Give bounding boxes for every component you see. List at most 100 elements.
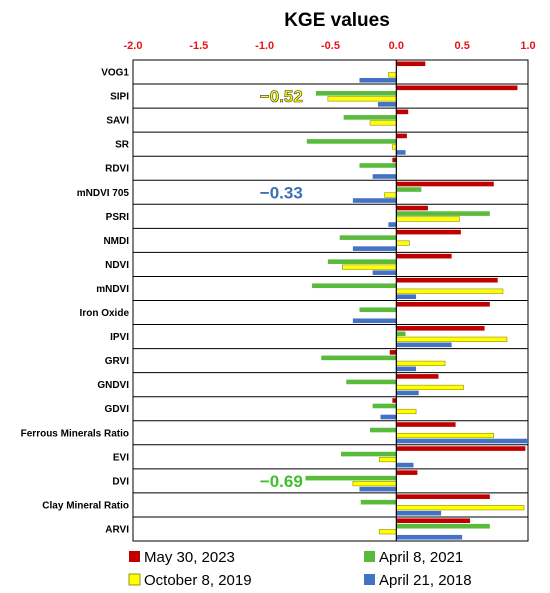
bar (392, 398, 397, 403)
bar (396, 187, 422, 192)
bar (396, 374, 439, 379)
value-annotation: −0.69 (260, 472, 303, 491)
bar (396, 61, 426, 67)
category-label: SIPI (110, 92, 129, 103)
x-tick-label: -1.5 (189, 40, 208, 52)
category-label: IPVI (110, 332, 129, 343)
bar (396, 133, 407, 139)
category-label: SR (115, 140, 130, 151)
bar (372, 174, 397, 179)
bar (396, 85, 518, 91)
bar (396, 534, 463, 540)
bar (396, 240, 410, 246)
bar (396, 294, 417, 300)
bar (396, 366, 417, 372)
bar (359, 486, 397, 492)
bar (396, 342, 452, 348)
bar (341, 451, 397, 457)
bar (396, 181, 494, 187)
bar (359, 163, 397, 168)
x-tick-label: 1.0 (520, 40, 535, 52)
bar (352, 198, 397, 203)
category-label: SAVI (106, 116, 129, 127)
x-tick-label: 0.5 (455, 40, 470, 52)
x-tick-label: -1.0 (255, 40, 274, 52)
bar (396, 277, 498, 283)
bar (396, 505, 525, 511)
bar (346, 379, 397, 385)
bar (396, 205, 428, 211)
bar (352, 318, 397, 324)
bar (396, 288, 504, 294)
bar (396, 432, 495, 439)
value-annotation: −0.52 (260, 87, 303, 106)
category-label: GDVI (105, 404, 130, 415)
x-tick-label: -2.0 (124, 40, 143, 52)
bar (327, 259, 397, 264)
category-label: Iron Oxide (80, 308, 130, 319)
category-label: DVI (112, 476, 129, 487)
bar (380, 414, 397, 420)
bar (396, 150, 406, 155)
category-label: mNDVI (96, 284, 129, 295)
category-label: Clay Mineral Ratio (42, 500, 129, 511)
category-label: EVI (113, 452, 129, 463)
bar (396, 331, 406, 337)
bar (321, 355, 397, 361)
bar (396, 211, 490, 216)
bar (360, 499, 397, 505)
bar (359, 307, 397, 313)
bar (388, 222, 397, 227)
bar (316, 91, 397, 96)
bar (396, 336, 508, 342)
bar (396, 408, 417, 415)
bar (396, 360, 446, 366)
bar (370, 427, 397, 433)
bar (396, 301, 490, 307)
category-label: PSRI (106, 212, 130, 223)
bar (396, 390, 419, 396)
bar (359, 77, 397, 83)
category-label: RDVI (105, 164, 129, 175)
bar (396, 109, 409, 115)
bar (396, 470, 418, 475)
bar (369, 120, 397, 126)
category-label: VOG1 (101, 68, 129, 79)
bar (372, 403, 397, 409)
legend-swatch (364, 574, 375, 585)
category-label: Ferrous Minerals Ratio (21, 428, 129, 439)
bar (396, 422, 456, 427)
bar (396, 523, 490, 529)
bar (343, 115, 397, 120)
bar (396, 510, 442, 516)
category-label: mNDVI 705 (77, 188, 130, 199)
bar (312, 283, 397, 289)
bar (396, 253, 452, 259)
value-annotation: −0.33 (260, 183, 303, 202)
bar (327, 96, 397, 102)
category-label: NDVI (105, 260, 129, 271)
legend-label: April 8, 2021 (379, 549, 463, 566)
bar (396, 229, 461, 235)
legend-label: April 21, 2018 (379, 572, 472, 589)
category-label: ARVI (105, 524, 129, 535)
bar (396, 438, 528, 444)
bar (392, 157, 397, 163)
bar (384, 192, 397, 198)
bar (372, 270, 397, 275)
bar (352, 246, 397, 251)
bar (388, 72, 397, 78)
category-label: NMDI (103, 236, 129, 247)
bar (396, 462, 414, 468)
bar (389, 350, 397, 355)
bar (306, 139, 397, 144)
legend-swatch (128, 573, 141, 586)
bar (305, 475, 397, 481)
bar (378, 457, 397, 463)
bar (377, 102, 397, 107)
bar (396, 518, 471, 524)
bar (396, 384, 464, 390)
legend-label: May 30, 2023 (144, 549, 235, 566)
bar (339, 235, 397, 240)
